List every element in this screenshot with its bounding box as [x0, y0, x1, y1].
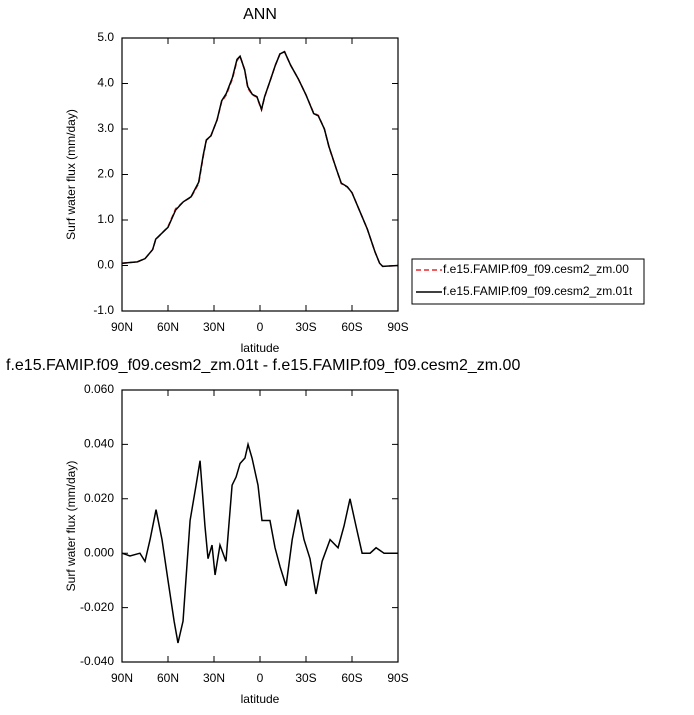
x-tick-label: 0 — [257, 320, 264, 334]
plot-frame — [121, 389, 399, 663]
y-tick-label: 1.0 — [97, 212, 114, 226]
y-tick-label: 0.060 — [84, 382, 114, 396]
x-tick-label: 90S — [387, 320, 408, 334]
chart-title: ANN — [243, 6, 277, 23]
y-axis-label: Surf water flux (mm/day) — [64, 109, 78, 240]
x-tick-label: 90N — [111, 671, 133, 685]
x-tick-label: 60S — [341, 671, 362, 685]
x-tick-label: 30N — [203, 671, 225, 685]
x-tick-label: 0 — [257, 671, 264, 685]
plot-frame — [121, 37, 399, 312]
data-line — [121, 50, 399, 268]
y-tick-label: 0.0 — [97, 258, 114, 272]
x-tick-label: 30N — [203, 320, 225, 334]
y-tick-label: 0.040 — [84, 437, 114, 451]
legend-box — [411, 258, 645, 305]
x-tick-label: 30S — [295, 671, 316, 685]
y-tick-label: 0.020 — [84, 491, 114, 505]
data-line — [121, 50, 399, 268]
y-tick-label: -0.040 — [80, 654, 114, 668]
x-axis-label: latitude — [241, 692, 280, 706]
legend-label: f.e15.FAMIP.f09_f09.cesm2_zm.01t — [443, 284, 633, 298]
x-tick-label: 60N — [157, 320, 179, 334]
y-tick-label: 2.0 — [97, 167, 114, 181]
y-tick-label: 5.0 — [97, 30, 114, 44]
data-line — [121, 441, 398, 644]
y-tick-label: 3.0 — [97, 121, 114, 135]
y-axis-label: Surf water flux (mm/day) — [64, 461, 78, 592]
x-tick-label: 60S — [341, 320, 362, 334]
legend-label: f.e15.FAMIP.f09_f09.cesm2_zm.00 — [443, 262, 629, 276]
x-tick-label: 30S — [295, 320, 316, 334]
x-axis-label: latitude — [241, 341, 280, 355]
chart-title: f.e15.FAMIP.f09_f09.cesm2_zm.01t - f.e15… — [6, 357, 520, 374]
x-tick-label: 90N — [111, 320, 133, 334]
y-tick-label: -1.0 — [93, 303, 114, 317]
x-tick-label: 90S — [387, 671, 408, 685]
y-tick-label: 0.000 — [84, 545, 114, 559]
y-tick-label: 4.0 — [97, 76, 114, 90]
y-tick-label: -0.020 — [80, 600, 114, 614]
x-tick-label: 60N — [157, 671, 179, 685]
